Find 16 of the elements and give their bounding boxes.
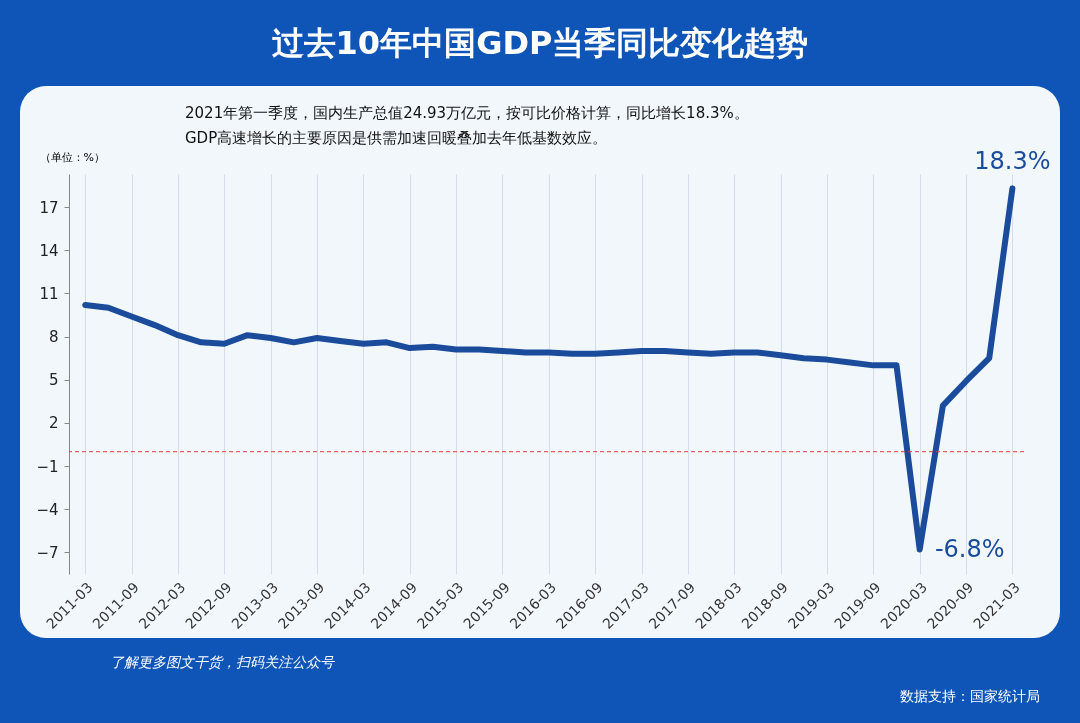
y-tick-label: −4 — [36, 500, 59, 519]
y-tick-label: 14 — [39, 241, 59, 260]
y-tick-label: 17 — [39, 198, 59, 217]
y-tick-label: −7 — [36, 543, 59, 562]
chart-title: 过去10年中国GDP当季同比变化趋势 — [270, 23, 810, 64]
annotation: 18.3% — [974, 147, 1051, 176]
y-axis-title: （单位：%） — [39, 150, 105, 164]
y-tick-label: 8 — [48, 328, 59, 347]
y-tick-label: 5 — [48, 371, 59, 390]
text: 了解更多图文干货，扫码关注公众号 — [110, 654, 334, 672]
annotation: -6.8% — [934, 534, 1005, 563]
y-tick-label: 11 — [39, 284, 59, 303]
y-tick-label: 2 — [48, 414, 59, 433]
y-tick-label: −1 — [36, 457, 59, 476]
text: 数据支持：国家统计局 — [900, 688, 1040, 706]
chart-subtitle: 2021年第一季度，国内生产总值24.93万亿元，按可比价格计算，同比增长18.3%。 GDP高速增长的主要原因是供需加速回暖叠加去年低基数效应。 — [185, 103, 749, 149]
